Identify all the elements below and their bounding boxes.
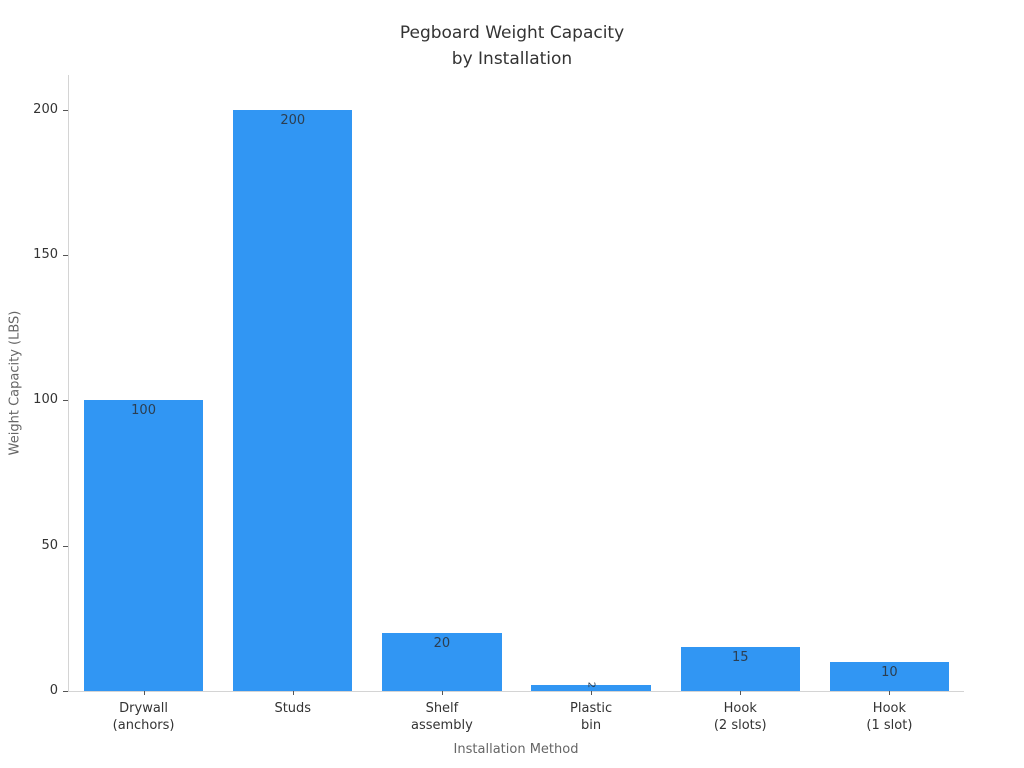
x-tick-label: Plastic bin <box>570 701 613 733</box>
bar: 2 <box>531 682 651 691</box>
bar: 10 <box>829 661 950 691</box>
y-tick-mark <box>63 255 68 257</box>
bar: 20 <box>382 632 502 691</box>
x-tick-label: Shelf assembly <box>411 701 473 733</box>
bar-value-label: 100 <box>131 403 156 419</box>
x-tick-mark <box>889 691 891 695</box>
bar-value-label: 20 <box>433 635 451 651</box>
x-tick-mark <box>292 691 294 695</box>
y-tick-mark <box>63 400 68 402</box>
y-axis-title: Weight Capacity (LBS) <box>7 310 23 456</box>
y-tick-mark <box>63 109 68 111</box>
bar-value-label: 15 <box>731 650 749 666</box>
y-tick-mark <box>63 691 68 692</box>
x-tick-label: Hook (1 slot) <box>866 701 913 733</box>
chart-title: Pegboard Weight Capacity by Installation <box>399 23 625 69</box>
x-tick-mark <box>591 691 593 695</box>
y-tick-label: 150 <box>33 247 58 263</box>
x-tick-label: Studs <box>274 701 312 716</box>
bar-value-label: 200 <box>280 112 306 128</box>
plot-area: 0 50 100 150 200 100 Drywall (anchors) 200 Studs… <box>33 75 964 733</box>
x-axis-title: Installation Method <box>453 742 579 757</box>
bar: 100 <box>83 400 204 691</box>
x-tick-mark <box>143 691 145 695</box>
y-tick-label: 0 <box>49 683 58 698</box>
x-tick-label: Drywall (anchors) <box>112 701 175 733</box>
x-tick-mark <box>740 691 742 695</box>
y-tick-label: 50 <box>41 537 58 553</box>
y-tick-label: 100 <box>33 392 58 408</box>
x-tick-label: Hook (2 slots) <box>713 701 767 733</box>
bar-value-label: 10 <box>881 664 898 680</box>
bar: 200 <box>233 109 353 691</box>
x-tick-mark <box>441 691 443 695</box>
bar: 15 <box>680 647 800 691</box>
y-tick-mark <box>63 545 68 547</box>
y-tick-label: 200 <box>33 101 58 117</box>
